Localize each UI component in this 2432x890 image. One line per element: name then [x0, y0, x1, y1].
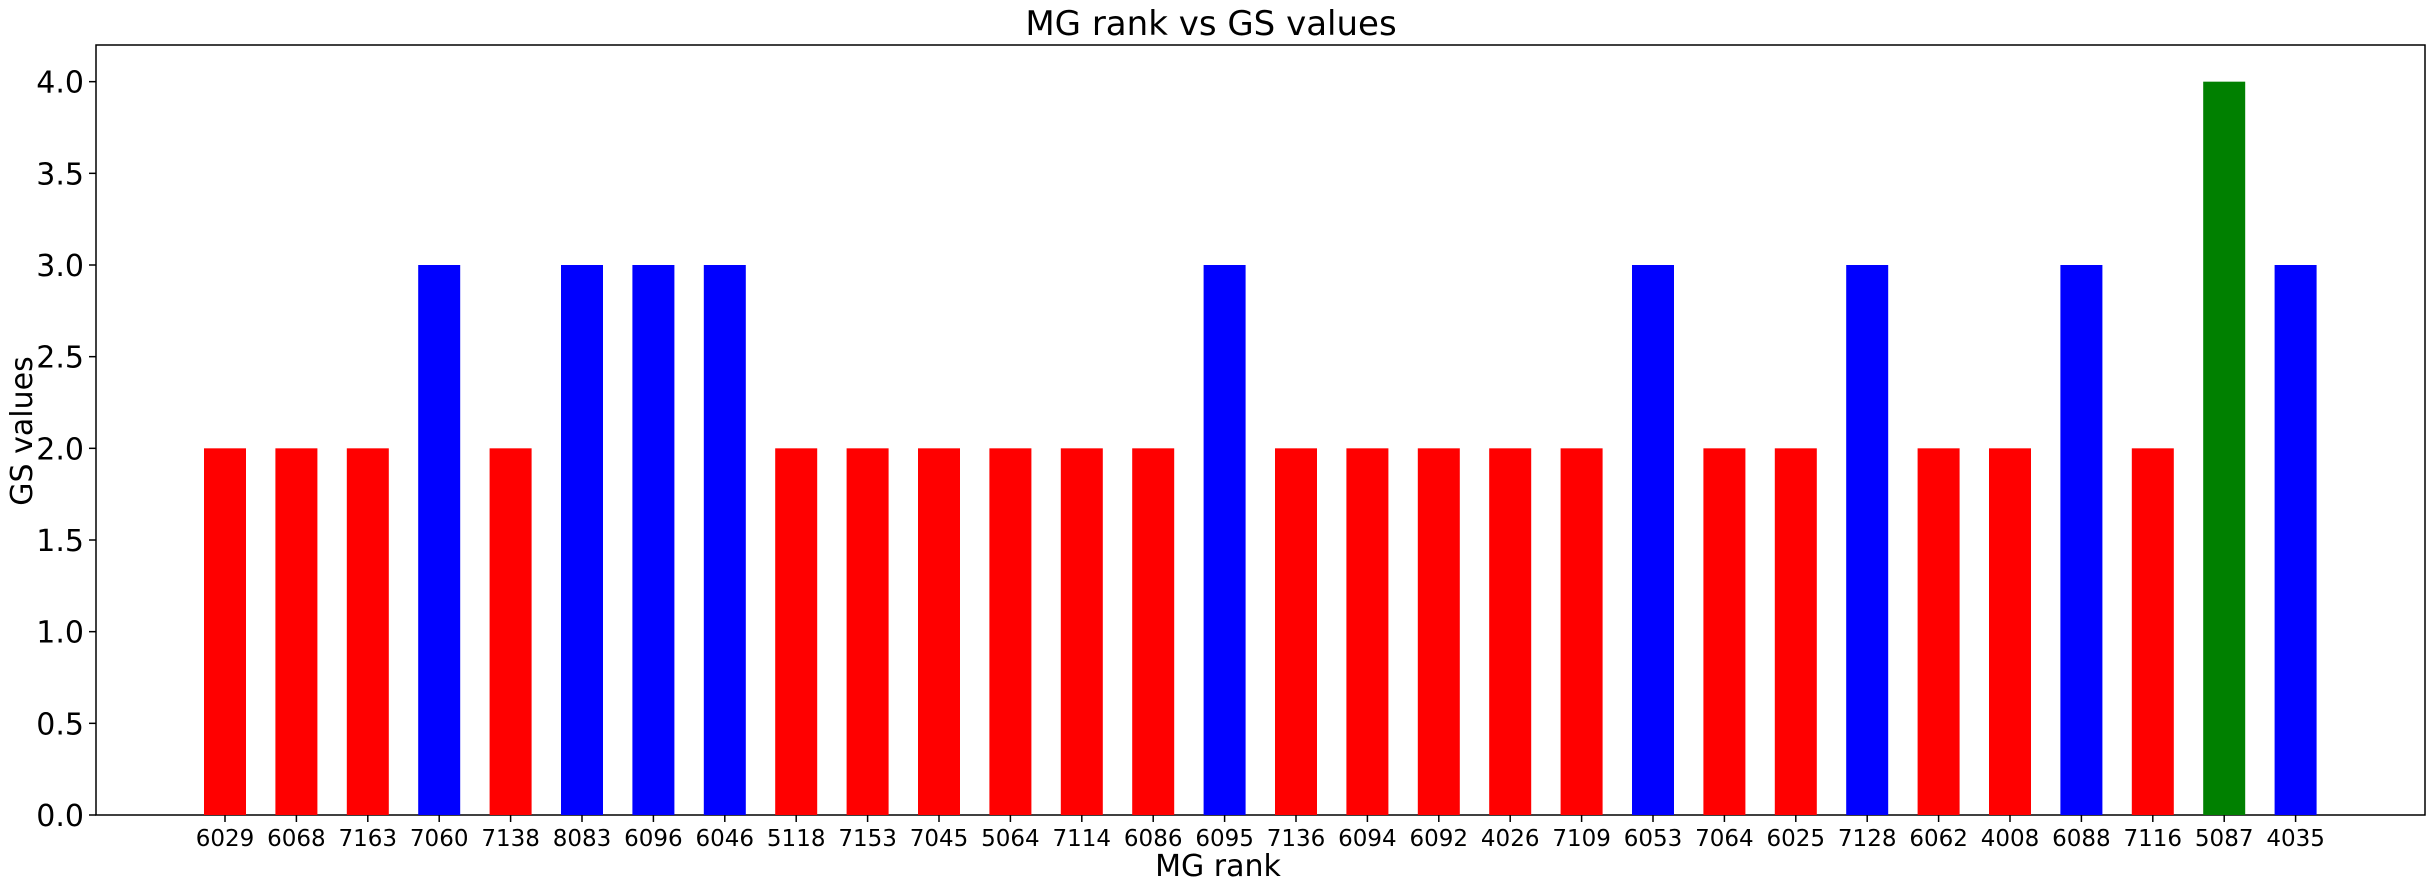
- bar-5087: [2203, 81, 2246, 816]
- bars-layer: [204, 81, 2317, 816]
- x-tick-label: 4035: [2266, 826, 2325, 852]
- x-tick-label: 7114: [1053, 826, 1112, 852]
- bar-6096: [632, 265, 675, 815]
- y-tick-label: 1.5: [36, 524, 84, 559]
- bar-7064: [1703, 448, 1746, 815]
- x-tick-label: 6062: [1909, 826, 1968, 852]
- bar-7138: [489, 448, 532, 815]
- bar-4035: [2274, 265, 2317, 815]
- x-tick-label: 7138: [481, 826, 540, 852]
- bar-5118: [775, 448, 818, 815]
- bar-6053: [1632, 265, 1674, 815]
- x-tick-label: 8083: [553, 826, 612, 852]
- bar-6088: [2060, 265, 2103, 815]
- x-tick-label: 7136: [1267, 826, 1326, 852]
- x-tick-label: 6086: [1124, 826, 1183, 852]
- bar-6029: [204, 448, 246, 815]
- x-tick-label: 4008: [1981, 826, 2040, 852]
- x-tick-label: 7153: [838, 826, 897, 852]
- chart-title: MG rank vs GS values: [1025, 4, 1396, 44]
- y-axis: 0.0 0.5 1.0 1.5 2.0 2.5 3.0 3.5 4.0: [36, 66, 96, 834]
- bar-6086: [1132, 448, 1175, 815]
- x-tick-label: 6029: [196, 826, 255, 852]
- bar-4008: [1989, 448, 2031, 815]
- x-tick-label: 7116: [2124, 826, 2183, 852]
- y-tick-label: 2.0: [36, 432, 84, 467]
- bar-6068: [275, 448, 318, 815]
- bar-7163: [346, 448, 389, 815]
- x-tick-label: 4026: [1481, 826, 1540, 852]
- x-tick-label: 5087: [2195, 826, 2254, 852]
- x-tick-label: 5064: [981, 826, 1040, 852]
- x-axis: 6029 6068 7163 7060 7138 8083 6096 6046 5118 7153…: [196, 815, 2325, 852]
- y-tick-label: 3.0: [36, 249, 84, 284]
- x-tick-label: 7064: [1695, 826, 1754, 852]
- x-tick-label: 6095: [1195, 826, 1254, 852]
- bar-7153: [846, 448, 889, 815]
- x-tick-label: 6096: [624, 826, 683, 852]
- x-tick-label: 5118: [767, 826, 826, 852]
- y-tick-label: 3.5: [36, 157, 84, 192]
- x-tick-label: 7128: [1838, 826, 1897, 852]
- bar-6046: [703, 265, 746, 815]
- bar-6092: [1417, 448, 1460, 815]
- bar-7114: [1060, 448, 1103, 815]
- y-axis-label: GS values: [5, 356, 40, 505]
- bar-6025: [1774, 448, 1817, 815]
- y-tick-label: 2.5: [36, 341, 84, 376]
- x-tick-label: 6025: [1767, 826, 1826, 852]
- bar-7116: [2131, 448, 2174, 815]
- x-axis-label: MG rank: [1155, 849, 1281, 884]
- bar-6095: [1203, 265, 1246, 815]
- bar-7109: [1560, 448, 1603, 815]
- x-tick-label: 7060: [410, 826, 469, 852]
- x-tick-label: 7109: [1552, 826, 1611, 852]
- bar-6094: [1346, 448, 1389, 815]
- x-tick-label: 6088: [2052, 826, 2111, 852]
- x-tick-label: 6068: [267, 826, 326, 852]
- x-tick-label: 6094: [1338, 826, 1397, 852]
- x-tick-label: 7045: [910, 826, 969, 852]
- bar-7060: [418, 265, 461, 815]
- y-tick-label: 4.0: [36, 66, 84, 101]
- y-tick-label: 0.5: [36, 707, 84, 742]
- bar-7045: [918, 448, 960, 815]
- x-tick-label: 7163: [339, 826, 398, 852]
- x-tick-label: 6092: [1410, 826, 1469, 852]
- bar-5064: [989, 448, 1032, 815]
- bar-8083: [561, 265, 603, 815]
- x-tick-label: 6053: [1624, 826, 1683, 852]
- plot-area-frame: [95, 44, 2426, 816]
- bar-6062: [1917, 448, 1960, 815]
- y-tick-label: 1.0: [36, 616, 84, 651]
- bar-4026: [1489, 448, 1532, 815]
- bar-7128: [1846, 265, 1889, 815]
- x-tick-label: 6046: [696, 826, 755, 852]
- bar-7136: [1275, 448, 1317, 815]
- y-tick-label: 0.0: [36, 799, 84, 834]
